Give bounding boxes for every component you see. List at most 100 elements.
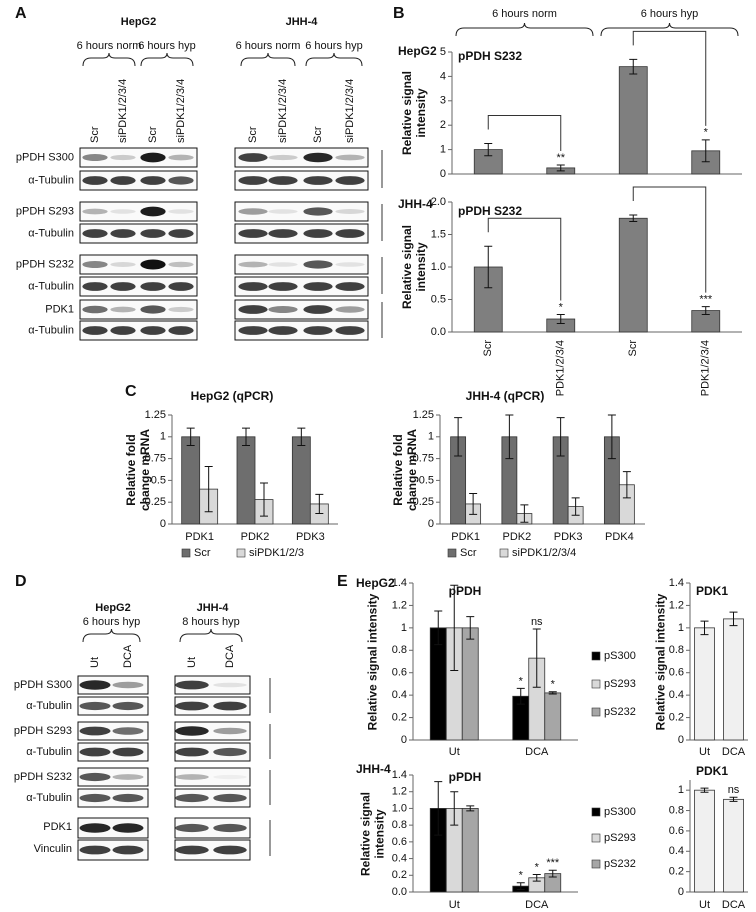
y-tick-label: 0.0 xyxy=(431,326,446,338)
blot-frame xyxy=(234,299,369,320)
blot-frame xyxy=(79,320,198,341)
x-tick-label: PDK3 xyxy=(296,531,325,543)
significance-bracket xyxy=(487,115,562,151)
blot-row-label: α-Tubulin xyxy=(28,227,74,239)
significance-bracket xyxy=(632,186,707,293)
blot-row-label: α-Tubulin xyxy=(28,174,74,186)
legend-label: pS300 xyxy=(604,650,636,662)
y-tick-label: 0 xyxy=(678,886,684,898)
y-tick-label: 1.4 xyxy=(669,577,684,589)
x-tick-label: Ut xyxy=(449,899,460,911)
significance-label: ** xyxy=(556,152,565,164)
error-bar xyxy=(629,58,638,75)
y-tick-label: 1.4 xyxy=(392,769,407,781)
group-label: 8 hours hyp xyxy=(182,616,239,628)
chart-title: pPDH S232 xyxy=(458,204,522,218)
panel-label: A xyxy=(15,5,27,22)
blot-frame xyxy=(234,320,369,341)
blot-band xyxy=(175,726,209,736)
y-tick-label: 0.8 xyxy=(392,819,407,831)
y-tick-label: 1 xyxy=(160,431,166,443)
lane-label: siPDK1/2/3/4 xyxy=(117,79,129,143)
y-tick-label: 0.2 xyxy=(669,711,684,723)
blot-row-label: α-Tubulin xyxy=(26,746,72,758)
bar xyxy=(723,798,744,893)
blot-band xyxy=(79,726,111,736)
group-brace xyxy=(455,22,594,37)
y-axis-label: Relative fold change mRNA xyxy=(391,428,419,511)
bar xyxy=(618,66,648,175)
blot-band xyxy=(303,152,333,163)
x-tick-label: PDK1 xyxy=(451,531,480,543)
group-label: 6 hours hyp xyxy=(83,616,140,628)
error-bar xyxy=(532,873,541,882)
panel-label: C xyxy=(125,383,137,400)
error-bar xyxy=(622,471,631,499)
error-bar xyxy=(520,504,529,523)
y-tick-label: 0.75 xyxy=(145,453,166,465)
panel-label: D xyxy=(15,573,27,590)
cell-line-label: JHH-4 xyxy=(356,762,391,776)
y-tick-label: 0.5 xyxy=(431,293,446,305)
chart-title: pPDH xyxy=(449,584,482,598)
blot-band xyxy=(79,772,111,782)
y-tick-label: 1 xyxy=(401,622,407,634)
error-bar xyxy=(454,417,463,457)
y-tick-label: 0.4 xyxy=(669,845,684,857)
x-tick-label: PDK4 xyxy=(605,531,634,543)
legend-label: pS232 xyxy=(604,706,636,718)
blot-band xyxy=(175,774,209,780)
y-tick-label: 2 xyxy=(440,119,446,131)
group-brace xyxy=(305,52,363,67)
panel-label: B xyxy=(393,5,405,22)
blot-row-label: pPDH S293 xyxy=(14,725,72,737)
blot-band xyxy=(140,282,166,291)
blot-band xyxy=(112,701,144,711)
blot-band xyxy=(238,282,268,291)
group-label: 6 hours norm xyxy=(236,40,301,52)
y-tick-label: 0.4 xyxy=(392,689,407,701)
blot-band xyxy=(82,229,108,238)
y-axis-label: Relative signal intensity xyxy=(400,70,428,156)
blot-band xyxy=(168,261,194,268)
error-bar xyxy=(700,787,709,793)
error-bar xyxy=(556,417,565,457)
group-brace xyxy=(240,52,296,67)
y-axis-label: Relative fold change mRNA xyxy=(124,428,152,511)
cell-line-label: HepG2 xyxy=(356,576,395,590)
y-tick-label: 1.5 xyxy=(431,228,446,240)
x-tick-label: Scr xyxy=(482,340,494,357)
blot-row-label: pPDH S232 xyxy=(14,771,72,783)
legend-swatch xyxy=(591,651,601,661)
y-tick-label: 0.25 xyxy=(413,496,434,508)
blot-row-label: α-Tubulin xyxy=(26,792,72,804)
legend-label: siPDK1/2/3/4 xyxy=(512,547,576,559)
blot-band xyxy=(79,680,111,690)
blot-band xyxy=(168,229,194,238)
legend-swatch xyxy=(181,548,191,558)
group-label: 6 hours hyp xyxy=(305,40,362,52)
y-tick-label: 1.2 xyxy=(392,786,407,798)
blot-band xyxy=(110,229,136,238)
blot-band xyxy=(238,208,268,215)
blot-band xyxy=(268,306,298,313)
group-label: 6 hours hyp xyxy=(138,40,195,52)
bar xyxy=(236,436,256,525)
error-bar xyxy=(607,414,616,460)
bar xyxy=(461,627,479,741)
blot-band xyxy=(213,701,247,711)
blot-band xyxy=(140,229,166,238)
cell-line-name: HepG2 xyxy=(95,602,130,614)
y-tick-label: 0.4 xyxy=(392,852,407,864)
legend-label: Scr xyxy=(194,547,211,559)
blot-band xyxy=(175,823,209,833)
error-bar xyxy=(701,306,710,315)
blot-band xyxy=(303,305,333,314)
bar xyxy=(618,217,648,333)
blot-band xyxy=(112,845,144,855)
blot-frame xyxy=(77,767,149,787)
blot-band xyxy=(82,326,108,335)
blot-band xyxy=(213,682,247,688)
legend-label: siPDK1/2/3 xyxy=(249,547,304,559)
blot-band xyxy=(140,326,166,335)
